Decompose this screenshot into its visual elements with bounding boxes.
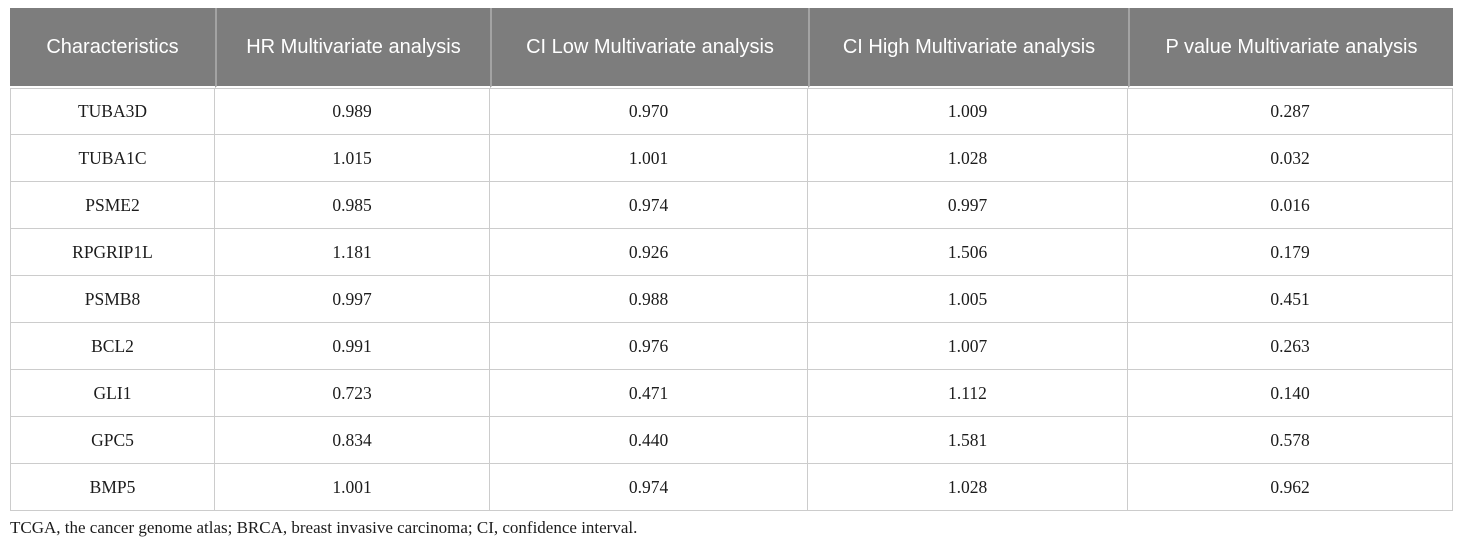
ci-low-value-cell: 0.974 xyxy=(490,182,808,229)
hr-value-cell: 1.015 xyxy=(215,135,490,182)
hr-value-cell: 0.723 xyxy=(215,370,490,417)
p-value-cell: 0.962 xyxy=(1128,464,1453,511)
ci-low-value-cell: 0.471 xyxy=(490,370,808,417)
hr-value-cell: 0.985 xyxy=(215,182,490,229)
gene-name-cell: BMP5 xyxy=(10,464,215,511)
gene-name-cell: TUBA1C xyxy=(10,135,215,182)
column-header-p-value-multivariate: P value Multivariate analysis xyxy=(1128,8,1453,88)
column-header-ci-low-multivariate: CI Low Multivariate analysis xyxy=(490,8,808,88)
gene-name-cell: RPGRIP1L xyxy=(10,229,215,276)
p-value-cell: 0.179 xyxy=(1128,229,1453,276)
table-row-gli1: GLI1 0.723 0.471 1.112 0.140 xyxy=(10,370,1453,417)
p-value-cell: 0.287 xyxy=(1128,88,1453,135)
p-value-cell: 0.263 xyxy=(1128,323,1453,370)
gene-name-cell: PSMB8 xyxy=(10,276,215,323)
ci-low-value-cell: 0.976 xyxy=(490,323,808,370)
ci-high-value-cell: 0.997 xyxy=(808,182,1128,229)
gene-name-cell: GPC5 xyxy=(10,417,215,464)
hr-value-cell: 0.834 xyxy=(215,417,490,464)
table-row-psme2: PSME2 0.985 0.974 0.997 0.016 xyxy=(10,182,1453,229)
multivariate-analysis-table: Characteristics HR Multivariate analysis… xyxy=(10,8,1453,511)
ci-low-value-cell: 0.988 xyxy=(490,276,808,323)
p-value-cell: 0.140 xyxy=(1128,370,1453,417)
ci-high-value-cell: 1.581 xyxy=(808,417,1128,464)
table-row-rpgrip1l: RPGRIP1L 1.181 0.926 1.506 0.179 xyxy=(10,229,1453,276)
ci-high-value-cell: 1.009 xyxy=(808,88,1128,135)
ci-low-value-cell: 0.974 xyxy=(490,464,808,511)
table-row-tuba1c: TUBA1C 1.015 1.001 1.028 0.032 xyxy=(10,135,1453,182)
p-value-cell: 0.016 xyxy=(1128,182,1453,229)
table-body: TUBA3D 0.989 0.970 1.009 0.287 TUBA1C 1.… xyxy=(10,88,1453,511)
gene-name-cell: BCL2 xyxy=(10,323,215,370)
table-row-gpc5: GPC5 0.834 0.440 1.581 0.578 xyxy=(10,417,1453,464)
table-header-row: Characteristics HR Multivariate analysis… xyxy=(10,8,1453,88)
ci-low-value-cell: 0.926 xyxy=(490,229,808,276)
gene-name-cell: TUBA3D xyxy=(10,88,215,135)
table-row-bcl2: BCL2 0.991 0.976 1.007 0.263 xyxy=(10,323,1453,370)
ci-high-value-cell: 1.005 xyxy=(808,276,1128,323)
table-row-psmb8: PSMB8 0.997 0.988 1.005 0.451 xyxy=(10,276,1453,323)
hr-value-cell: 0.989 xyxy=(215,88,490,135)
p-value-cell: 0.032 xyxy=(1128,135,1453,182)
gene-name-cell: GLI1 xyxy=(10,370,215,417)
ci-low-value-cell: 1.001 xyxy=(490,135,808,182)
hr-value-cell: 0.991 xyxy=(215,323,490,370)
p-value-cell: 0.578 xyxy=(1128,417,1453,464)
ci-high-value-cell: 1.007 xyxy=(808,323,1128,370)
ci-high-value-cell: 1.028 xyxy=(808,135,1128,182)
ci-high-value-cell: 1.112 xyxy=(808,370,1128,417)
hr-value-cell: 1.001 xyxy=(215,464,490,511)
hr-value-cell: 1.181 xyxy=(215,229,490,276)
ci-high-value-cell: 1.028 xyxy=(808,464,1128,511)
column-header-hr-multivariate: HR Multivariate analysis xyxy=(215,8,490,88)
ci-low-value-cell: 0.440 xyxy=(490,417,808,464)
table-row-tuba3d: TUBA3D 0.989 0.970 1.009 0.287 xyxy=(10,88,1453,135)
ci-low-value-cell: 0.970 xyxy=(490,88,808,135)
column-header-ci-high-multivariate: CI High Multivariate analysis xyxy=(808,8,1128,88)
ci-high-value-cell: 1.506 xyxy=(808,229,1128,276)
paper-table-figure: Characteristics HR Multivariate analysis… xyxy=(10,8,1453,538)
gene-name-cell: PSME2 xyxy=(10,182,215,229)
table-row-bmp5: BMP5 1.001 0.974 1.028 0.962 xyxy=(10,464,1453,511)
p-value-cell: 0.451 xyxy=(1128,276,1453,323)
hr-value-cell: 0.997 xyxy=(215,276,490,323)
column-header-characteristics: Characteristics xyxy=(10,8,215,88)
table-footnote: TCGA, the cancer genome atlas; BRCA, bre… xyxy=(10,518,638,537)
